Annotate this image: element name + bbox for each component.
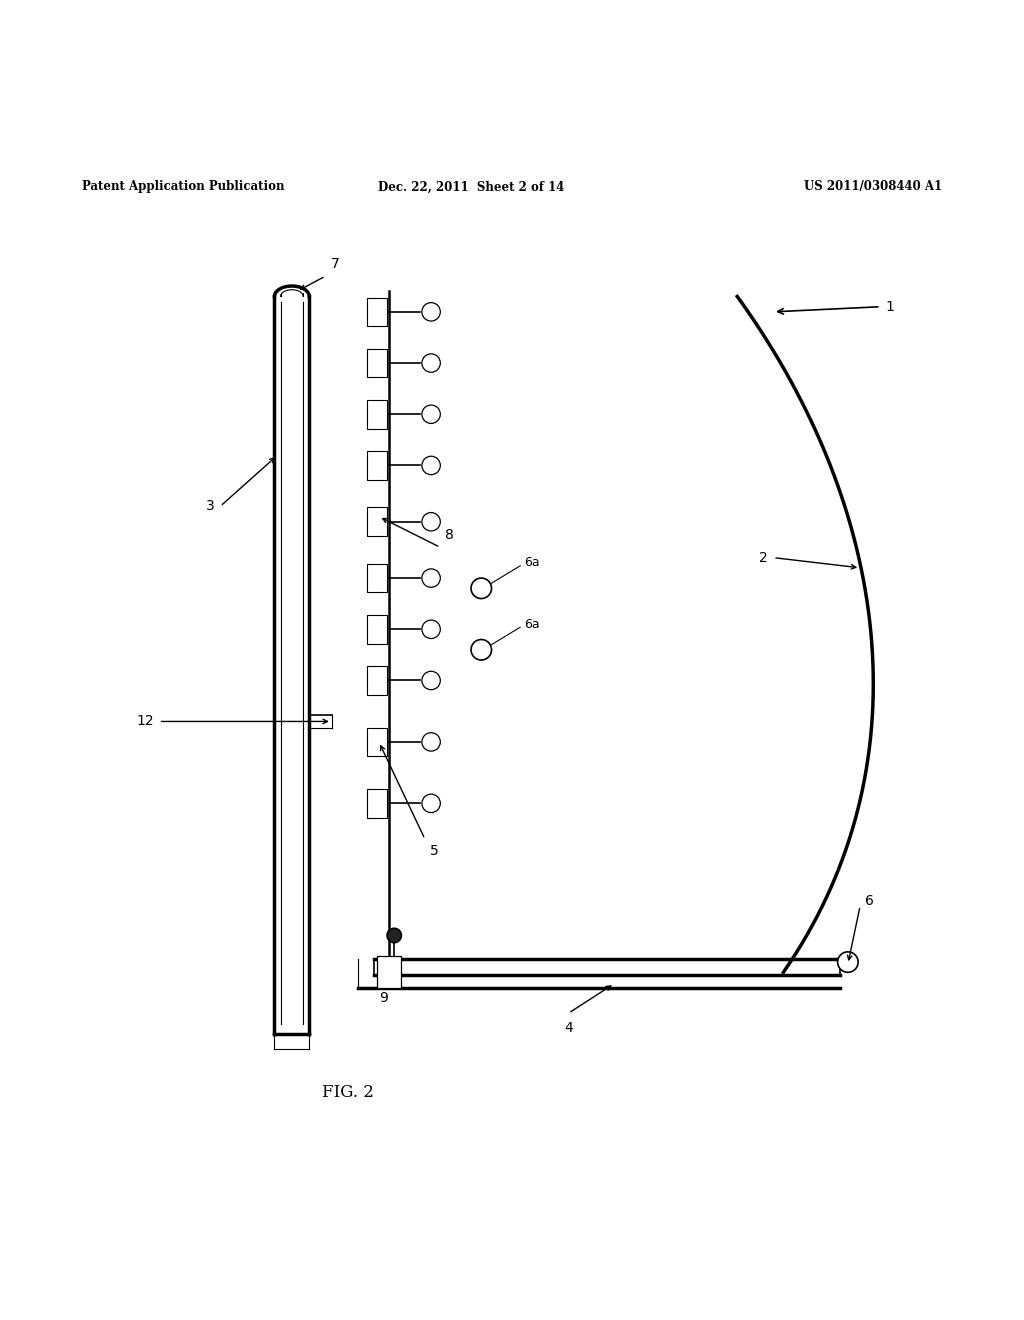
- Text: 1: 1: [886, 300, 895, 314]
- Circle shape: [422, 620, 440, 639]
- Text: Dec. 22, 2011  Sheet 2 of 14: Dec. 22, 2011 Sheet 2 of 14: [378, 181, 564, 194]
- Bar: [367, 727, 387, 756]
- Text: 9: 9: [380, 991, 388, 1005]
- Bar: [367, 507, 387, 536]
- Text: FIG. 2: FIG. 2: [323, 1084, 374, 1101]
- Circle shape: [422, 672, 440, 689]
- Text: 8: 8: [445, 528, 455, 543]
- Circle shape: [471, 639, 492, 660]
- Circle shape: [838, 952, 858, 973]
- Bar: [367, 451, 387, 479]
- Bar: [367, 615, 387, 644]
- Text: US 2011/0308440 A1: US 2011/0308440 A1: [804, 181, 942, 194]
- Text: 4: 4: [564, 1022, 572, 1035]
- Circle shape: [422, 512, 440, 531]
- Text: 6a: 6a: [524, 618, 540, 631]
- Circle shape: [422, 405, 440, 424]
- Circle shape: [422, 795, 440, 813]
- Text: 6: 6: [865, 894, 874, 908]
- Text: 3: 3: [206, 499, 215, 513]
- Circle shape: [471, 578, 492, 598]
- Circle shape: [422, 354, 440, 372]
- Bar: [367, 348, 387, 378]
- Bar: [367, 789, 387, 817]
- Bar: [367, 400, 387, 429]
- Text: 2: 2: [759, 550, 768, 565]
- Bar: [367, 564, 387, 593]
- Circle shape: [422, 733, 440, 751]
- Text: Patent Application Publication: Patent Application Publication: [82, 181, 285, 194]
- Text: 5: 5: [430, 845, 439, 858]
- Circle shape: [422, 569, 440, 587]
- Circle shape: [422, 457, 440, 475]
- Text: 6a: 6a: [524, 556, 540, 569]
- Bar: [377, 956, 401, 987]
- Bar: [367, 667, 387, 694]
- Text: 7: 7: [331, 257, 340, 271]
- Circle shape: [387, 928, 401, 942]
- Bar: [367, 297, 387, 326]
- Text: 12: 12: [136, 714, 154, 729]
- Circle shape: [422, 302, 440, 321]
